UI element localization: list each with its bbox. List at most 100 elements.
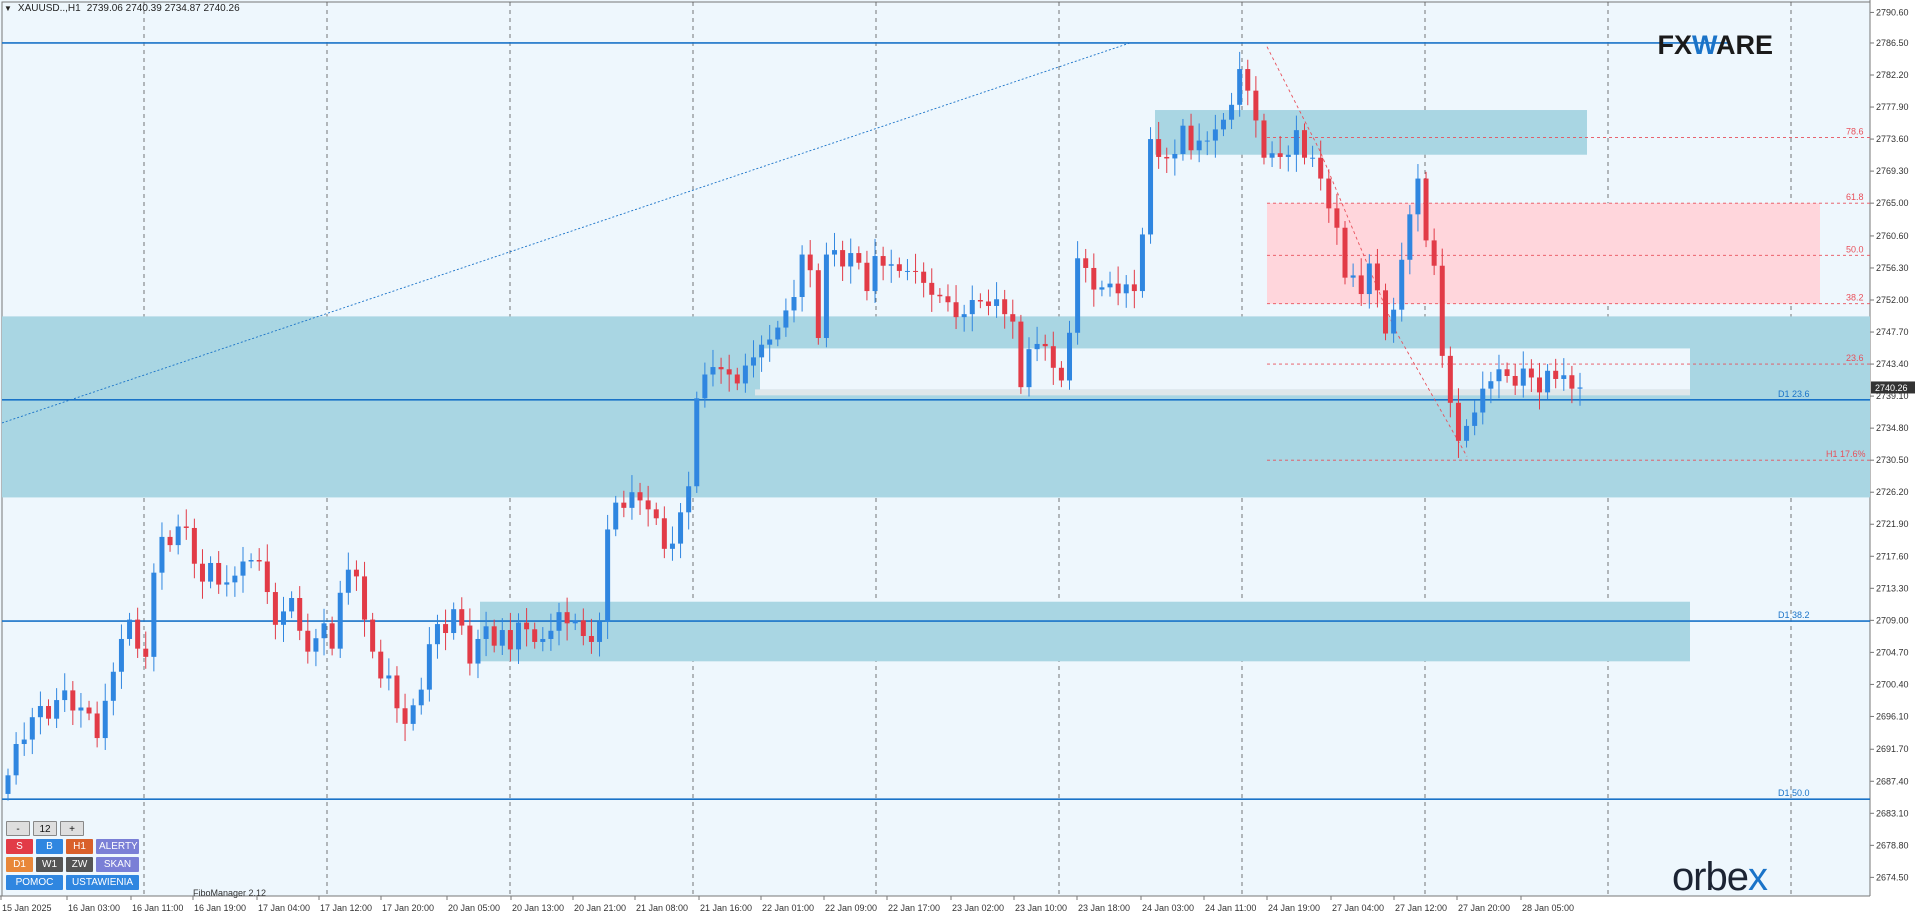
time-label-3: 16 Jan 19:00	[194, 903, 246, 913]
candle-body-120	[977, 300, 983, 302]
price-label-17: 2717.60	[1876, 551, 1909, 561]
help-button[interactable]: POMOC	[6, 875, 63, 890]
w1-button[interactable]: W1	[36, 857, 63, 872]
candle-body-189	[1536, 377, 1542, 393]
candle-body-28	[232, 575, 238, 583]
candle-body-97	[791, 297, 797, 311]
orbex-logo: orbex	[1671, 855, 1768, 899]
candle-body-72	[588, 635, 594, 642]
candle-body-39	[321, 623, 327, 639]
price-label-21: 2700.40	[1876, 679, 1909, 689]
time-label-22: 27 Jan 12:00	[1395, 903, 1447, 913]
candle-body-13	[110, 671, 116, 701]
candle-body-60	[491, 626, 497, 646]
price-label-3: 2777.90	[1876, 102, 1909, 112]
candle-body-154	[1253, 90, 1259, 121]
time-label-21: 27 Jan 04:00	[1332, 903, 1384, 913]
candle-body-77	[629, 492, 635, 508]
candle-body-85	[694, 398, 700, 487]
time-label-12: 22 Jan 01:00	[762, 903, 814, 913]
candle-body-16	[135, 619, 141, 649]
price-label-14: 2730.50	[1876, 455, 1909, 465]
alerts-button[interactable]: ALERTY	[96, 839, 139, 854]
candle-body-46	[378, 651, 384, 679]
increase-button[interactable]: +	[60, 821, 84, 836]
candle-body-70	[572, 620, 578, 624]
dropdown-icon[interactable]: ▼	[4, 4, 12, 13]
price-label-1: 2786.50	[1876, 38, 1909, 48]
candle-body-101	[823, 254, 829, 338]
price-label-12: 2739.10	[1876, 391, 1909, 401]
candle-body-182	[1480, 388, 1486, 413]
candle-body-75	[613, 502, 619, 530]
support-zone-2	[1155, 110, 1587, 155]
candle-body-7	[62, 690, 68, 701]
time-label-23: 27 Jan 20:00	[1458, 903, 1510, 913]
candle-body-26	[216, 562, 222, 585]
candle-body-169	[1374, 263, 1380, 291]
support-zone-0	[2, 316, 1870, 498]
candle-body-135	[1099, 287, 1105, 290]
fib-label-5: H1 17.6%	[1826, 449, 1866, 459]
candle-body-95	[775, 327, 781, 340]
candle-body-125	[1018, 321, 1024, 388]
candle-body-98	[799, 254, 805, 298]
candle-body-91	[742, 365, 748, 384]
candle-body-81	[661, 518, 667, 549]
candle-body-87	[710, 367, 716, 375]
candle-body-12	[102, 700, 108, 739]
candle-body-160	[1301, 130, 1307, 158]
price-label-0: 2790.60	[1876, 7, 1909, 17]
candle-body-56	[459, 609, 465, 626]
fib-label-4: 23.6	[1846, 353, 1864, 363]
candle-body-99	[807, 254, 813, 271]
price-label-18: 2713.30	[1876, 583, 1909, 593]
time-label-19: 24 Jan 11:00	[1205, 903, 1256, 913]
candle-body-165	[1342, 227, 1348, 278]
scan-button[interactable]: SKAN	[96, 857, 139, 872]
candle-body-67	[548, 630, 554, 639]
candle-body-92	[750, 357, 756, 366]
price-label-15: 2726.20	[1876, 487, 1909, 497]
candle-body-80	[653, 509, 659, 519]
candle-body-164	[1334, 208, 1340, 228]
price-label-8: 2756.30	[1876, 263, 1909, 273]
candle-body-37	[305, 630, 311, 652]
d1-button[interactable]: D1	[6, 857, 33, 872]
symbol-label: XAUUSD..,H1	[17, 3, 81, 14]
price-label-9: 2752.00	[1876, 295, 1909, 305]
buy-button[interactable]: B	[36, 839, 63, 854]
candle-body-166	[1350, 275, 1356, 278]
price-label-23: 2691.70	[1876, 744, 1909, 754]
candle-body-41	[337, 592, 343, 649]
candle-body-171	[1391, 309, 1397, 334]
candle-body-63	[515, 622, 521, 650]
candle-body-79	[645, 500, 651, 510]
level-label-0: D1 23.6	[1778, 389, 1810, 399]
candle-body-146	[1188, 125, 1194, 151]
zw-button[interactable]: ZW	[66, 857, 93, 872]
count-field[interactable]: 12	[33, 821, 57, 836]
candle-body-180	[1464, 425, 1470, 441]
time-label-11: 21 Jan 16:00	[700, 903, 752, 913]
candle-body-185	[1504, 369, 1510, 376]
fxware-logo: FXWARE	[1657, 30, 1773, 60]
candle-body-94	[767, 339, 773, 345]
settings-button[interactable]: USTAWIENIA	[66, 875, 139, 890]
h1-button[interactable]: H1	[66, 839, 93, 854]
candle-body-68	[556, 612, 562, 631]
price-label-27: 2674.50	[1876, 872, 1909, 882]
candle-body-175	[1423, 178, 1429, 241]
candle-body-187	[1520, 368, 1526, 386]
level-label-2: D1 50.0	[1778, 788, 1810, 798]
candle-body-69	[564, 612, 570, 624]
candle-body-47	[386, 675, 392, 679]
resistance-zone	[1267, 203, 1820, 304]
decrease-button[interactable]: -	[6, 821, 30, 836]
candle-body-163	[1326, 178, 1332, 209]
candle-body-84	[686, 486, 692, 513]
candle-body-147	[1196, 140, 1202, 151]
sell-button[interactable]: S	[6, 839, 33, 854]
candle-body-58	[475, 638, 481, 664]
